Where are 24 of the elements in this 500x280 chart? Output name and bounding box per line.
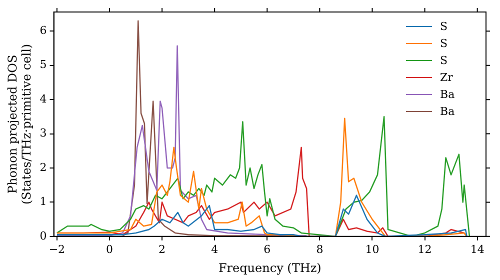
- x-tick-label: −2: [48, 242, 66, 256]
- legend-label: Ba: [440, 87, 455, 103]
- legend-label: Ba: [440, 104, 455, 120]
- x-tick-label: 8: [316, 242, 324, 256]
- y-tick-label: 2: [40, 160, 47, 174]
- y-axis-title: Phonon projected DOS (States/THz·primitive cell): [5, 44, 34, 205]
- legend-label: Zr: [440, 70, 453, 86]
- x-tick-label: 2: [158, 242, 166, 256]
- x-tick-label: 4: [211, 242, 218, 256]
- x-tick-label: 12: [418, 242, 432, 256]
- legend-label: S: [440, 36, 448, 52]
- x-axis-title: Frequency (THz): [218, 260, 322, 275]
- x-tick-label: 14: [470, 242, 484, 256]
- x-tick-label: 10: [365, 242, 380, 256]
- y-tick-label: 6: [40, 24, 47, 38]
- x-tick-label: 6: [264, 242, 271, 256]
- y-tick-label: 5: [40, 58, 47, 72]
- legend-label: S: [440, 19, 448, 35]
- y-tick-label: 4: [40, 92, 47, 106]
- y-tick-label: 1: [40, 195, 47, 208]
- y-tick-label: 3: [40, 126, 47, 140]
- x-tick-label: 0: [106, 242, 113, 256]
- legend-label: S: [440, 53, 448, 69]
- y-tick-label: 0: [40, 229, 47, 242]
